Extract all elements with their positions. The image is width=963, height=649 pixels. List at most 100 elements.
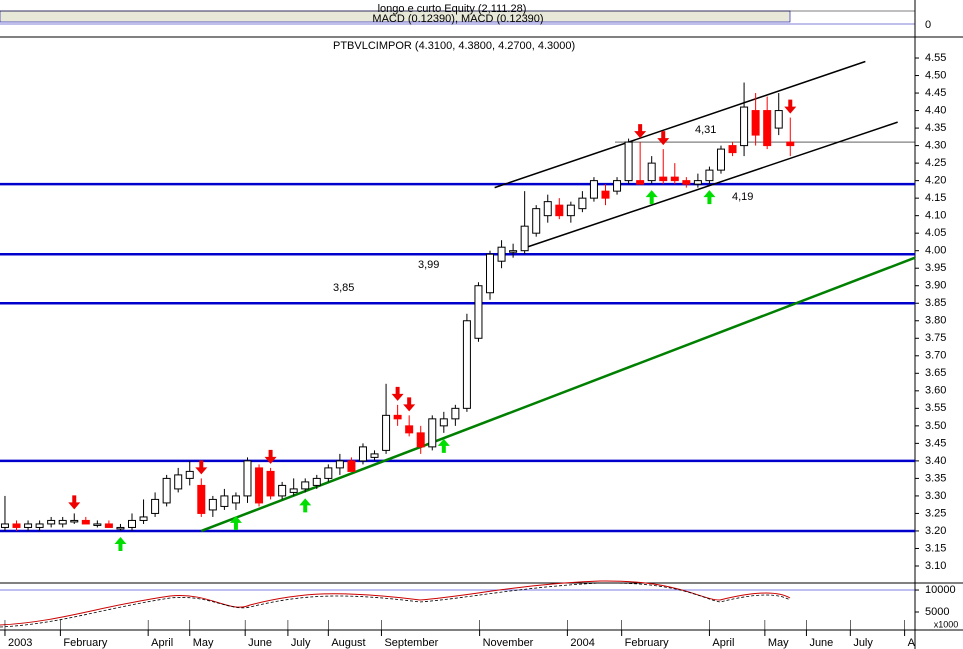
- candle-body: [486, 253, 495, 294]
- candle-body: [416, 432, 425, 448]
- candle-body: [255, 467, 264, 504]
- y-tick-label: 3.10: [925, 560, 946, 572]
- y-tick-label: 3.20: [925, 525, 946, 537]
- candle-body: [405, 425, 414, 434]
- y-tick-label: 5000: [925, 606, 949, 618]
- buy-arrow: [703, 190, 716, 205]
- candle-body: [231, 495, 240, 504]
- candle-body: [12, 523, 21, 528]
- x-tick-label: August: [331, 637, 365, 649]
- candle-body: [104, 523, 113, 528]
- sell-arrow: [657, 131, 670, 146]
- candle-body: [278, 484, 287, 497]
- buy-arrow: [437, 438, 450, 453]
- candle-body: [555, 204, 564, 217]
- y-tick-label: 4.15: [925, 192, 946, 204]
- y-tick-label: 4.30: [925, 140, 946, 152]
- sell-arrow: [403, 397, 416, 412]
- x-tick-label: November: [483, 637, 534, 649]
- x-tick-label: February: [625, 637, 670, 649]
- candle-body: [197, 484, 206, 514]
- candle-body: [763, 110, 772, 147]
- y-tick-label: 3.85: [925, 297, 946, 309]
- y-tick-label: 4.20: [925, 175, 946, 187]
- y-tick-label: 4.35: [925, 122, 946, 134]
- candle-body: [509, 250, 518, 253]
- candle-body: [370, 453, 379, 458]
- y-tick-label: 3.40: [925, 455, 946, 467]
- candle-body: [428, 418, 437, 448]
- x-tick-label: June: [809, 637, 833, 649]
- level-label: 3,85: [333, 282, 354, 294]
- candle-body: [497, 246, 506, 262]
- x-tick-label: February: [63, 637, 108, 649]
- candle-body: [220, 495, 229, 507]
- buy-arrow: [229, 515, 242, 530]
- candle-body: [70, 519, 79, 523]
- candle-body: [728, 145, 737, 154]
- unit-label: x1000: [934, 619, 959, 629]
- candle-body: [532, 208, 541, 234]
- y-tick-label: 4.45: [925, 87, 946, 99]
- trendline: [524, 121, 898, 249]
- y-tick-label: 4.40: [925, 104, 946, 116]
- indicator-label: longo e curto Equity (2,111.28): [378, 3, 527, 15]
- sell-arrow: [68, 495, 81, 510]
- y-tick-label: 3.45: [925, 437, 946, 449]
- buy-arrow: [645, 190, 658, 205]
- candle-body: [716, 148, 725, 171]
- candle-body: [347, 460, 356, 472]
- y-tick-label: 4.50: [925, 69, 946, 81]
- y-tick-label: 3.50: [925, 420, 946, 432]
- candle-body: [128, 519, 137, 528]
- x-tick-label: June: [248, 637, 272, 649]
- candle-body: [185, 470, 194, 479]
- y-tick-label: 3.95: [925, 262, 946, 274]
- candle-body: [93, 523, 102, 526]
- y-tick-label: 4.05: [925, 227, 946, 239]
- candle-body: [47, 519, 56, 525]
- sell-arrow: [634, 124, 647, 139]
- candle-body: [647, 162, 656, 182]
- x-tick-label: April: [712, 637, 734, 649]
- y-tick-label: 3.15: [925, 542, 946, 554]
- y-tick-label: 10000: [925, 584, 956, 596]
- oscillator-signal: [0, 582, 791, 628]
- candle-body: [682, 180, 691, 185]
- candle-body: [382, 414, 391, 451]
- candle-body: [751, 110, 760, 136]
- candle-body: [636, 180, 645, 185]
- candle-body: [613, 180, 622, 192]
- level-label: 4,19: [732, 191, 753, 203]
- y-tick-label: 3.65: [925, 367, 946, 379]
- candle-body: [451, 407, 460, 420]
- level-label: 3,99: [418, 259, 439, 271]
- candle-body: [462, 320, 471, 409]
- sell-arrow: [391, 386, 404, 401]
- candle-body: [139, 516, 148, 521]
- candle-body: [266, 470, 275, 497]
- y-tick-label: 4.25: [925, 157, 946, 169]
- trendline: [494, 60, 866, 189]
- candle-body: [208, 498, 217, 511]
- buy-arrow: [114, 536, 127, 551]
- candle-body: [174, 474, 183, 490]
- candle-body: [0, 523, 9, 528]
- y-tick-label: 4.55: [925, 52, 946, 64]
- candle-body: [439, 418, 448, 427]
- candle-body: [705, 169, 714, 182]
- indicator-label: MACD (0.12390), MACD (0.12390): [372, 13, 543, 25]
- candle-body: [81, 519, 90, 525]
- x-tick-label: May: [768, 637, 789, 649]
- chart-title: PTBVLCIMPOR (4.3100, 4.3800, 4.2700, 4.3…: [333, 40, 575, 52]
- candle-body: [693, 180, 702, 185]
- y-tick-label: 3.35: [925, 472, 946, 484]
- candle-body: [312, 477, 321, 486]
- x-tick-label: July: [291, 637, 311, 649]
- candle-body: [624, 141, 633, 182]
- candle-body: [589, 180, 598, 199]
- candle-body: [24, 523, 33, 528]
- candle-body: [786, 141, 795, 147]
- candle-body: [578, 197, 587, 210]
- x-tick-label: July: [853, 637, 873, 649]
